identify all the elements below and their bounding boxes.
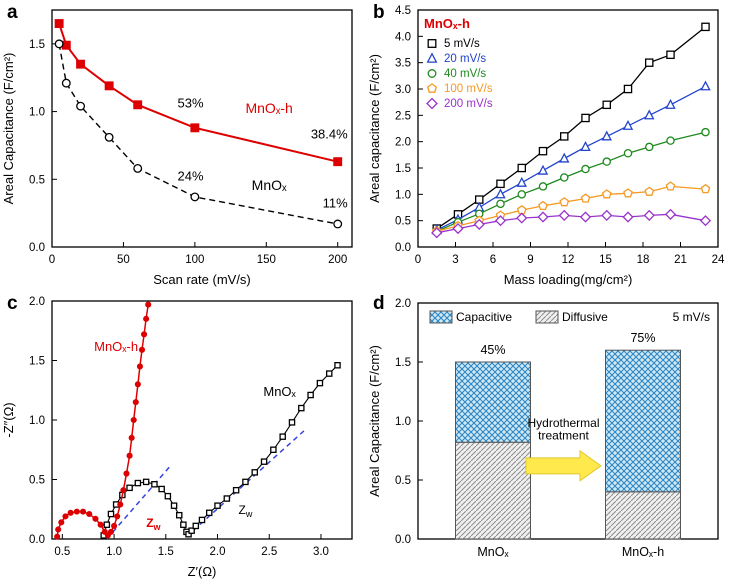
svg-text:0.5: 0.5 (29, 174, 45, 186)
svg-text:1.0: 1.0 (106, 546, 122, 558)
svg-text:Areal Capacitance (F/cm²): Areal Capacitance (F/cm²) (1, 53, 16, 205)
svg-text:1.5: 1.5 (395, 357, 411, 369)
svg-text:2.0: 2.0 (395, 298, 411, 310)
svg-text:12: 12 (562, 254, 575, 266)
svg-text:1.5: 1.5 (29, 39, 45, 51)
svg-text:Scan rate (mV/s): Scan rate (mV/s) (153, 272, 251, 287)
svg-text:200: 200 (328, 254, 347, 266)
panel-d: d 0.0 0.5 1.0 1.5 2.0 Areal Capacitance (F/cm… (366, 291, 732, 583)
svg-text:2.5: 2.5 (395, 110, 411, 122)
svg-text:2.0: 2.0 (210, 546, 226, 558)
svg-text:0.5: 0.5 (29, 475, 45, 487)
chart-b-capacitance-vs-mass-loading: 0 3 6 9 12 15 18 21 24 0.0 0.5 1.0 1.5 2.0 2.5 3.0 3.5 4.… (367, 5, 725, 287)
svg-text:0.0: 0.0 (29, 534, 45, 546)
svg-text:50: 50 (117, 254, 130, 266)
svg-text:24: 24 (712, 254, 725, 266)
svg-text:0.5: 0.5 (54, 546, 70, 558)
chart-a-capacitance-vs-scan-rate: 0 50 100 150 200 0.0 0.5 1.0 1.5 Scan rate (mV/s)… (1, 9, 353, 287)
svg-text:45%: 45% (480, 343, 505, 357)
svg-text:5 mV/s: 5 mV/s (444, 38, 480, 50)
svg-text:Z′(Ω): Z′(Ω) (188, 564, 217, 579)
svg-text:2.0: 2.0 (395, 137, 411, 149)
svg-text:MnOₓ-h: MnOₓ-h (245, 100, 292, 116)
svg-text:0.5: 0.5 (395, 475, 411, 487)
svg-text:Capacitive: Capacitive (456, 310, 512, 324)
svg-text:0.0: 0.0 (395, 534, 411, 546)
svg-text:MnOₓ-h: MnOₓ-h (424, 16, 470, 31)
panel-label-d: d (373, 293, 385, 314)
svg-text:1.0: 1.0 (395, 189, 411, 201)
panel-label-a: a (7, 2, 18, 23)
svg-text:MnOₓ: MnOₓ (477, 545, 509, 559)
svg-text:2.0: 2.0 (29, 296, 45, 308)
svg-text:21: 21 (674, 254, 687, 266)
svg-text:1.5: 1.5 (395, 163, 411, 175)
svg-text:40 mV/s: 40 mV/s (444, 68, 486, 80)
panel-b: b 0 3 6 9 12 15 18 21 24 0.0 0.5 1.0 1.5 2.0 2.5 3.0 3.5… (366, 0, 732, 291)
svg-text:75%: 75% (630, 331, 655, 345)
svg-text:3: 3 (452, 254, 458, 266)
svg-text:1.5: 1.5 (29, 356, 45, 368)
svg-text:1.0: 1.0 (29, 107, 45, 119)
chart-d-capacitive-diffusive-bars: 0.0 0.5 1.0 1.5 2.0 Areal Capacitance (F/cm²)… (367, 298, 719, 559)
svg-text:Hydrothermal: Hydrothermal (527, 416, 599, 430)
svg-text:150: 150 (257, 254, 276, 266)
svg-text:20 mV/s: 20 mV/s (444, 53, 486, 65)
svg-text:15: 15 (599, 254, 612, 266)
svg-text:100: 100 (185, 254, 204, 266)
svg-text:2.5: 2.5 (261, 546, 277, 558)
svg-text:11%: 11% (323, 196, 348, 211)
svg-text:Areal capacitance (F/cm²): Areal capacitance (F/cm²) (367, 54, 382, 203)
svg-text:1.0: 1.0 (395, 416, 411, 428)
svg-text:53%: 53% (178, 96, 204, 111)
svg-text:MnOₓ-h: MnOₓ-h (94, 339, 138, 354)
panel-c: c 0.5 1.0 1.5 2.0 2.5 3.0 0.0 0.5 1.0 1.5 2.0 Z′(Ω)… (0, 291, 366, 583)
svg-text:18: 18 (637, 254, 650, 266)
svg-text:MnOₓ: MnOₓ (252, 177, 287, 193)
svg-text:24%: 24% (178, 169, 204, 184)
svg-text:100 mV/s: 100 mV/s (444, 83, 493, 95)
svg-text:4.5: 4.5 (395, 5, 411, 17)
svg-text:treatment: treatment (538, 428, 589, 442)
svg-text:0: 0 (415, 254, 421, 266)
svg-text:MnOₓ: MnOₓ (263, 384, 296, 399)
svg-text:9: 9 (527, 254, 533, 266)
panel-label-b: b (373, 2, 385, 23)
svg-text:3.0: 3.0 (395, 84, 411, 96)
svg-text:Areal Capacitance (F/cm²): Areal Capacitance (F/cm²) (367, 345, 382, 497)
svg-text:4.0: 4.0 (395, 31, 411, 43)
panel-label-c: c (7, 293, 18, 314)
svg-text:5 mV/s: 5 mV/s (673, 310, 710, 324)
svg-text:0.0: 0.0 (395, 242, 411, 254)
svg-text:0.5: 0.5 (395, 216, 411, 228)
svg-text:-Z″(Ω): -Z″(Ω) (1, 402, 16, 437)
svg-text:MnOₓ-h: MnOₓ-h (622, 545, 664, 559)
chart-c-nyquist-plot: 0.5 1.0 1.5 2.0 2.5 3.0 0.0 0.5 1.0 1.5 2.0 Z′(Ω) -Z… (1, 296, 353, 579)
svg-text:6: 6 (490, 254, 496, 266)
panel-a: a 0 50 100 150 200 0.0 0.5 1.0 1.5 Scan rate (mV/… (0, 0, 366, 291)
svg-text:3.0: 3.0 (313, 546, 329, 558)
svg-text:Mass loading(mg/cm²): Mass loading(mg/cm²) (504, 272, 633, 287)
svg-text:1.0: 1.0 (29, 415, 45, 427)
svg-text:Diffusive: Diffusive (562, 310, 608, 324)
svg-text:1.5: 1.5 (158, 546, 174, 558)
svg-text:3.5: 3.5 (395, 58, 411, 70)
svg-text:0.0: 0.0 (29, 242, 45, 254)
svg-text:38.4%: 38.4% (311, 127, 348, 142)
svg-text:200 mV/s: 200 mV/s (444, 98, 493, 110)
svg-text:0: 0 (49, 254, 55, 266)
